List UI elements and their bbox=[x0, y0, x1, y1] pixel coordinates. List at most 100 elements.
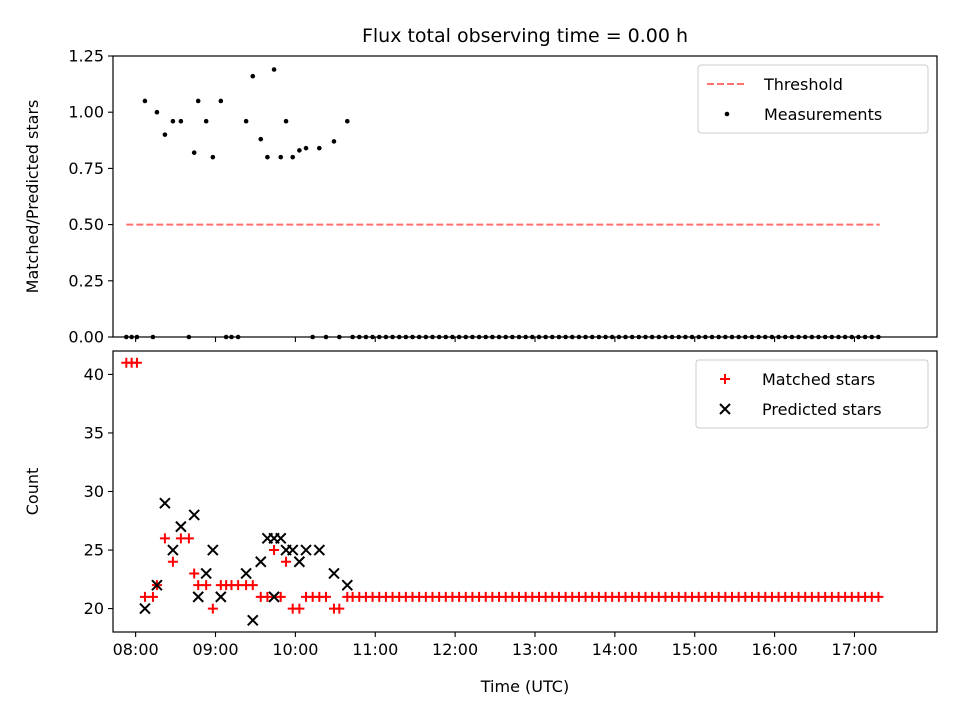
data-point bbox=[186, 334, 192, 340]
legend-marker bbox=[719, 403, 731, 415]
y-tick-label: 25 bbox=[84, 541, 104, 560]
x-tick-label: 13:00 bbox=[512, 640, 558, 659]
data-point bbox=[383, 334, 389, 340]
legend-marker bbox=[724, 111, 730, 117]
data-point bbox=[496, 334, 502, 340]
data-point bbox=[523, 334, 528, 340]
data-point bbox=[265, 154, 270, 160]
data-point bbox=[623, 334, 628, 340]
data-point bbox=[262, 591, 273, 602]
y-tick-label: 0.50 bbox=[68, 215, 104, 234]
chart-title: Flux total observing time = 0.00 h bbox=[362, 25, 688, 47]
legend-label: Matched stars bbox=[762, 370, 875, 389]
data-point bbox=[556, 334, 562, 340]
data-point bbox=[696, 334, 702, 340]
data-point bbox=[483, 334, 489, 340]
data-point bbox=[215, 591, 227, 603]
data-point bbox=[809, 334, 815, 340]
data-point bbox=[271, 67, 277, 72]
data-point bbox=[328, 567, 340, 580]
data-point bbox=[151, 579, 163, 591]
data-point bbox=[281, 556, 292, 567]
data-point bbox=[200, 567, 212, 580]
data-point bbox=[188, 509, 200, 521]
x-tick-label: 09:00 bbox=[192, 640, 238, 659]
data-point bbox=[268, 591, 280, 603]
data-point bbox=[310, 334, 315, 340]
data-point bbox=[297, 148, 302, 153]
data-point bbox=[210, 154, 216, 160]
data-point bbox=[516, 334, 522, 340]
data-point bbox=[636, 334, 642, 340]
x-tick-label: 16:00 bbox=[752, 640, 798, 659]
data-point bbox=[278, 154, 284, 160]
data-point bbox=[162, 132, 168, 137]
data-point bbox=[856, 334, 861, 340]
data-point bbox=[536, 334, 542, 340]
y-axis-label: Count bbox=[23, 468, 42, 516]
count-panel: 20 25 30 35 40 08:00 09:00 10:00 11:00 12:00 13:00… bbox=[23, 350, 938, 696]
data-point bbox=[370, 334, 375, 340]
data-point bbox=[303, 145, 309, 151]
data-point bbox=[403, 334, 409, 340]
data-point bbox=[576, 334, 582, 340]
data-point bbox=[769, 334, 775, 340]
data-point bbox=[195, 98, 201, 104]
data-point bbox=[589, 334, 595, 340]
data-point bbox=[616, 334, 622, 340]
data-point bbox=[762, 334, 768, 340]
data-point bbox=[247, 580, 258, 591]
data-point bbox=[596, 334, 602, 340]
data-point bbox=[344, 118, 350, 124]
data-point bbox=[410, 334, 415, 340]
data-point bbox=[530, 334, 535, 340]
data-point bbox=[142, 98, 148, 104]
data-point bbox=[396, 334, 402, 340]
data-point bbox=[293, 556, 306, 568]
data-point bbox=[275, 532, 287, 545]
data-point bbox=[649, 334, 655, 340]
data-point bbox=[873, 591, 884, 602]
x-tick-label: 15:00 bbox=[672, 640, 718, 659]
data-point bbox=[802, 334, 808, 340]
data-point bbox=[876, 334, 881, 340]
data-point bbox=[287, 544, 299, 556]
series-measurements bbox=[124, 67, 881, 340]
data-point bbox=[836, 334, 841, 340]
data-point bbox=[869, 334, 875, 340]
data-point bbox=[350, 334, 355, 340]
data-point bbox=[776, 334, 781, 340]
data-point bbox=[207, 544, 219, 556]
data-point bbox=[147, 591, 158, 602]
x-tick-label: 17:00 bbox=[831, 640, 877, 659]
data-point bbox=[290, 154, 296, 160]
data-point bbox=[583, 334, 588, 340]
data-point bbox=[363, 334, 369, 340]
data-point bbox=[796, 334, 801, 340]
x-tick-label: 14:00 bbox=[592, 640, 638, 659]
data-point bbox=[443, 334, 449, 340]
data-point bbox=[490, 334, 495, 340]
data-point bbox=[756, 334, 761, 340]
data-point bbox=[862, 334, 868, 340]
data-point bbox=[275, 591, 286, 602]
data-point bbox=[709, 334, 715, 340]
legend-label: Measurements bbox=[764, 105, 882, 124]
data-point bbox=[450, 334, 455, 340]
data-point bbox=[603, 334, 608, 340]
data-point bbox=[175, 520, 187, 533]
data-point bbox=[656, 334, 662, 340]
data-point bbox=[320, 591, 331, 602]
data-point bbox=[313, 544, 326, 556]
data-point bbox=[816, 334, 821, 340]
x-tick-label: 10:00 bbox=[272, 640, 318, 659]
y-tick-label: 0.75 bbox=[68, 159, 104, 178]
data-point bbox=[563, 334, 568, 340]
legend-label: Predicted stars bbox=[762, 400, 882, 419]
data-point bbox=[124, 334, 129, 340]
data-point bbox=[829, 334, 835, 340]
data-point bbox=[334, 603, 345, 614]
data-point bbox=[423, 334, 429, 340]
data-point bbox=[436, 334, 442, 340]
